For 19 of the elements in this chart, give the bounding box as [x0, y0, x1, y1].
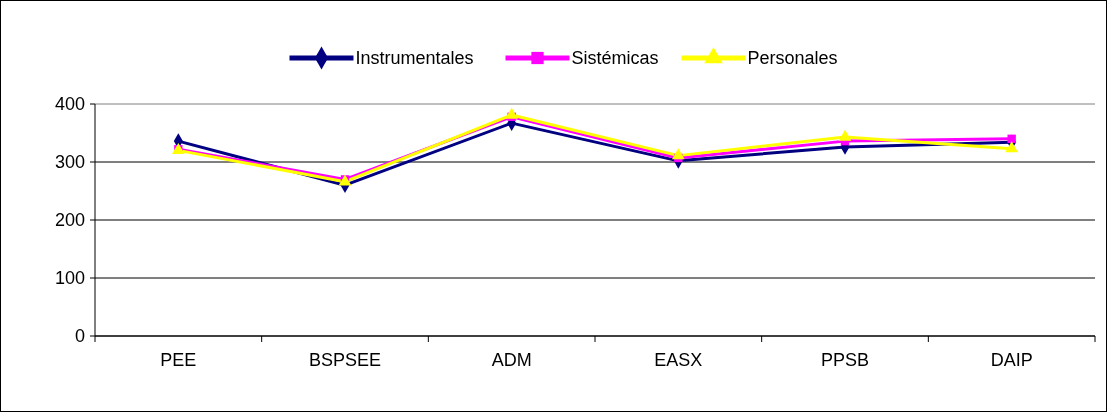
legend-label: Personales — [747, 48, 838, 69]
y-tick-label: 400 — [54, 94, 85, 115]
y-tick-label: 0 — [74, 326, 85, 347]
x-tick-label: ADM — [491, 350, 532, 370]
x-tick-label: DAIP — [990, 350, 1033, 370]
point — [1005, 141, 1019, 153]
x-tick-label: BSPSEE — [308, 350, 382, 370]
x-tick-label: PEE — [160, 350, 197, 370]
y-tick-label: 100 — [54, 268, 85, 289]
point — [1007, 134, 1016, 143]
x-tick-label: EASX — [654, 350, 703, 370]
point — [838, 129, 852, 141]
point — [505, 107, 519, 119]
y-tick-label: 200 — [54, 210, 85, 231]
y-tick-label: 300 — [54, 152, 85, 173]
x-tick-label: PPSB — [820, 350, 870, 370]
point — [671, 148, 685, 160]
legend-label: Instrumentales — [355, 48, 474, 69]
legend-label: Sistémicas — [571, 48, 659, 69]
